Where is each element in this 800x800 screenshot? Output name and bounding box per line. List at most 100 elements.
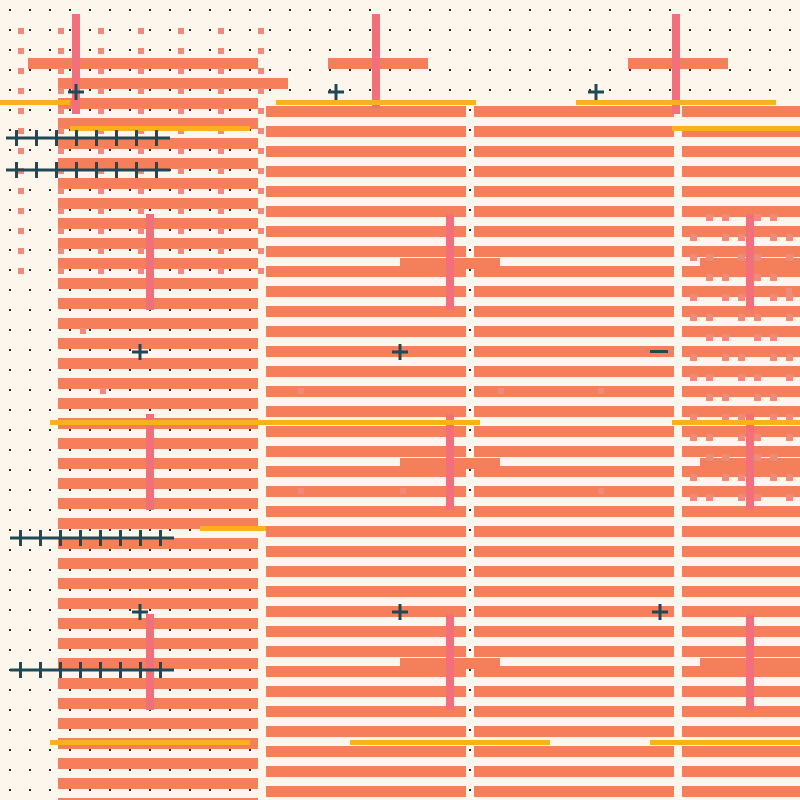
stripe <box>682 526 800 537</box>
grid-dot <box>209 489 211 491</box>
grid-dot <box>749 69 751 71</box>
grid-dot <box>49 269 51 271</box>
square <box>178 28 184 34</box>
grid-dot <box>209 9 211 11</box>
stripe <box>58 318 258 329</box>
grid-dot <box>109 709 111 711</box>
chain-tick <box>59 662 62 678</box>
grid-dot <box>469 749 471 751</box>
grid-dot <box>89 389 91 391</box>
chain-tick <box>79 530 82 546</box>
grid-dot <box>129 629 131 631</box>
grid-dot <box>369 89 371 91</box>
square <box>498 388 504 394</box>
grid-dot <box>169 309 171 311</box>
grid-dot <box>109 209 111 211</box>
stripe <box>58 778 258 789</box>
grid-dot <box>229 269 231 271</box>
grid-dot <box>169 89 171 91</box>
grid-dot <box>469 369 471 371</box>
stripe <box>58 298 258 309</box>
square <box>722 334 729 341</box>
grid-dot <box>69 769 71 771</box>
grid-dot <box>209 569 211 571</box>
grid-dot <box>189 309 191 311</box>
grid-dot <box>229 309 231 311</box>
grid-dot <box>649 89 651 91</box>
grid-dot <box>429 9 431 11</box>
grid-dot <box>89 449 91 451</box>
stripe <box>58 278 258 289</box>
stripe <box>682 706 800 717</box>
grid-dot <box>49 509 51 511</box>
grid-dot <box>89 489 91 491</box>
grid-dot <box>69 409 71 411</box>
pillar <box>446 614 454 710</box>
grid-dot <box>209 669 211 671</box>
grid-dot <box>49 249 51 251</box>
square <box>770 274 777 281</box>
stripe <box>58 338 258 349</box>
grid-dot <box>169 69 171 71</box>
grid-dot <box>249 289 251 291</box>
stripe <box>266 326 466 337</box>
grid-dot <box>69 229 71 231</box>
grid-dot <box>29 649 31 651</box>
grid-dot <box>109 89 111 91</box>
grid-dot <box>509 49 511 51</box>
stripe <box>682 606 800 617</box>
grid-dot <box>69 349 71 351</box>
grid-dot <box>89 469 91 471</box>
square <box>138 28 144 34</box>
grid-dot <box>49 749 51 751</box>
stripe <box>682 346 800 357</box>
grid-dot <box>549 69 551 71</box>
stripe <box>682 226 800 237</box>
stripe <box>58 198 258 209</box>
grid-dot <box>509 9 511 11</box>
stripe <box>474 146 674 157</box>
grid-dot <box>109 629 111 631</box>
grid-dot <box>129 649 131 651</box>
stripe <box>682 386 800 397</box>
grid-dot <box>249 149 251 151</box>
grid-dot <box>49 689 51 691</box>
square <box>218 68 224 74</box>
grid-dot <box>469 609 471 611</box>
grid-dot <box>69 429 71 431</box>
grid-dot <box>209 189 211 191</box>
square <box>138 268 144 274</box>
square <box>98 28 104 34</box>
grid-dot <box>29 209 31 211</box>
square <box>138 48 144 54</box>
grid-dot <box>169 329 171 331</box>
chain-tick <box>135 162 138 178</box>
grid-dot <box>29 89 31 91</box>
grid-dot <box>169 389 171 391</box>
grid-dot <box>89 689 91 691</box>
grid-dot <box>9 329 11 331</box>
square <box>754 314 761 321</box>
square <box>706 334 713 341</box>
grid-dot <box>249 749 251 751</box>
grid-dot <box>169 529 171 531</box>
stripe <box>58 378 258 389</box>
grid-dot <box>169 249 171 251</box>
grid-dot <box>89 189 91 191</box>
grid-dot <box>9 189 11 191</box>
square <box>178 208 184 214</box>
grid-dot <box>249 169 251 171</box>
grid-dot <box>329 69 331 71</box>
grid-dot <box>169 449 171 451</box>
stripe <box>266 606 466 617</box>
stripe <box>266 626 466 637</box>
grid-dot <box>109 369 111 371</box>
grid-dot <box>129 469 131 471</box>
grid-dot <box>69 309 71 311</box>
grid-dot <box>29 269 31 271</box>
grid-dot <box>229 149 231 151</box>
square <box>138 248 144 254</box>
square <box>770 214 777 221</box>
square <box>706 374 713 381</box>
grid-dot <box>9 29 11 31</box>
